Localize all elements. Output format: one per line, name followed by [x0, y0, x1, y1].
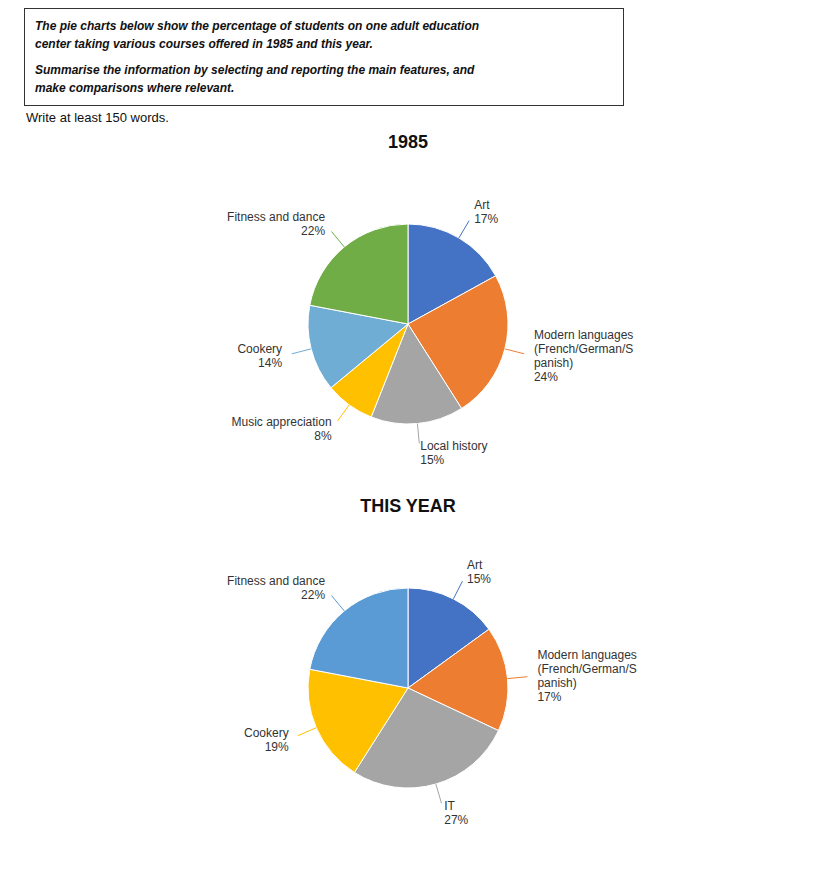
svg-text:Modern languages(French/German: Modern languages(French/German/Spanish)1… — [537, 648, 636, 704]
svg-text:Art15%: Art15% — [467, 558, 491, 586]
html-text:Summarise the information by s: Summarise the information by selecting a… — [35, 63, 475, 77]
svg-text:Local history15%: Local history15% — [420, 439, 487, 467]
svg-text:Modern languages(French/German: Modern languages(French/German/Spanish)2… — [534, 328, 633, 384]
html-text:Write at least 150 words.: Write at least 150 words. — [26, 110, 169, 125]
html-text:make comparisons where relevan: make comparisons where relevant. — [35, 81, 235, 95]
html-text:1985: 1985 — [388, 132, 428, 152]
svg-text:Fitness and dance22%: Fitness and dance22% — [227, 574, 325, 602]
svg-text:Cookery19%: Cookery19% — [244, 726, 289, 754]
svg-text:Music appreciation8%: Music appreciation8% — [232, 415, 332, 443]
html-text:The pie charts below show the: The pie charts below show the percentage… — [35, 19, 480, 33]
html-text:center taking various courses: center taking various courses offered in… — [35, 37, 373, 51]
svg-text:IT27%: IT27% — [444, 799, 468, 827]
svg-text:Cookery14%: Cookery14% — [237, 342, 282, 370]
svg-text:Art17%: Art17% — [474, 198, 498, 226]
svg-text:Fitness and dance22%: Fitness and dance22% — [227, 210, 325, 238]
html-text:THIS YEAR: THIS YEAR — [360, 496, 456, 516]
